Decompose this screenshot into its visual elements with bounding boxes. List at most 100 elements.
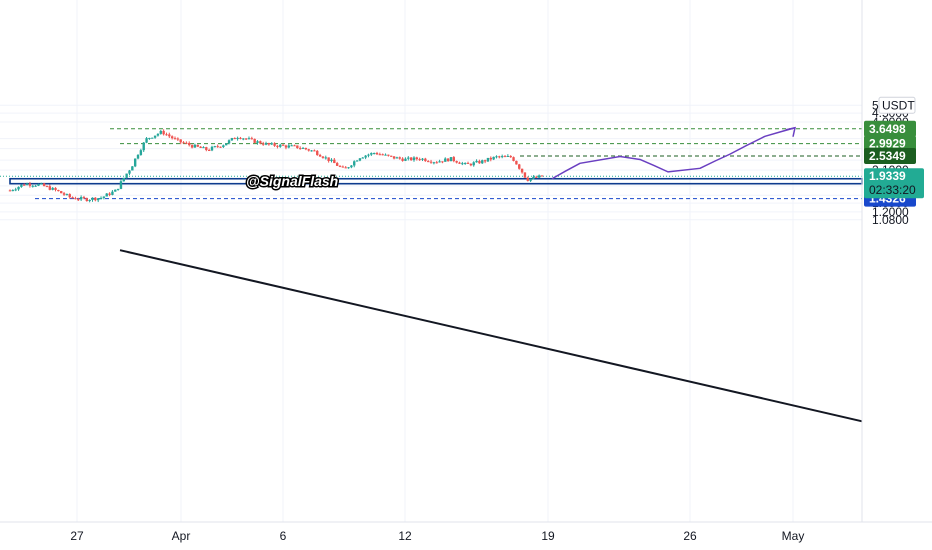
candle-body — [99, 197, 103, 199]
candle-body — [270, 143, 273, 145]
candle-body — [401, 158, 404, 161]
candle-body — [136, 154, 140, 159]
candle-body — [333, 159, 336, 164]
candle-body — [119, 181, 123, 189]
candle-body — [173, 138, 177, 140]
trendline[interactable] — [119, 249, 863, 423]
candle-body — [301, 147, 305, 149]
candle-body — [170, 136, 174, 139]
candle-body — [273, 143, 276, 146]
candle-body — [276, 145, 279, 147]
candle-body — [489, 157, 492, 160]
candle-body — [409, 157, 413, 161]
candles — [8, 129, 544, 203]
last-price-countdown: 02:33:20 — [869, 183, 916, 197]
candle-body — [492, 156, 495, 160]
candle-body — [279, 144, 282, 147]
candle-body — [429, 161, 433, 163]
last-price-tag-text: 1.9339 — [869, 169, 906, 183]
candle-body — [478, 160, 481, 164]
candle-body — [293, 145, 296, 147]
candle-body — [111, 191, 114, 195]
candle-body — [185, 142, 188, 144]
candle-body — [378, 154, 382, 156]
candle-body — [256, 141, 259, 143]
candle-body — [179, 139, 182, 143]
candle-body — [372, 153, 376, 155]
candle-body — [227, 140, 231, 144]
candle-body — [361, 157, 364, 159]
candle-body — [415, 157, 419, 160]
candle-body — [364, 155, 367, 158]
candle-body — [11, 190, 15, 192]
candle-body — [168, 134, 171, 137]
candle-body — [310, 150, 313, 152]
candle-body — [398, 157, 401, 159]
candle-body — [60, 191, 63, 194]
candle-body — [153, 135, 157, 138]
candle-body — [432, 162, 436, 164]
x-tick-label: 26 — [683, 529, 697, 543]
candle-body — [506, 155, 510, 157]
candle-body — [250, 138, 254, 140]
candle-body — [392, 156, 396, 159]
candle-body — [71, 197, 74, 199]
candle-body — [455, 161, 458, 163]
candle-body — [427, 161, 430, 163]
candle-body — [85, 198, 89, 202]
candle-body — [421, 158, 424, 160]
candle-body — [219, 146, 222, 148]
candle-body — [540, 175, 544, 177]
x-tick-label: 19 — [541, 529, 555, 543]
y-tick-label: 5 — [872, 98, 879, 112]
candle-body — [515, 160, 518, 165]
candle-body — [193, 144, 197, 148]
candle-body — [498, 156, 501, 158]
candle-body — [225, 143, 228, 146]
candle-body — [483, 160, 487, 162]
candle-body — [350, 165, 353, 168]
candle-body — [387, 154, 390, 156]
candle-body — [520, 168, 524, 173]
candle-body — [14, 189, 17, 191]
candle-body — [34, 185, 37, 187]
price-level-tag-text: 2.5349 — [869, 149, 906, 163]
candle-body — [341, 166, 345, 168]
candle-body — [230, 138, 234, 141]
candle-body — [102, 196, 106, 198]
candle-body — [529, 178, 532, 181]
trendline-line[interactable] — [119, 249, 863, 423]
candle-body — [23, 184, 26, 186]
candle-body — [28, 183, 32, 186]
price-level-tag — [864, 120, 916, 137]
candle-body — [139, 150, 143, 155]
candle-body — [94, 197, 97, 201]
candle-body — [148, 137, 151, 139]
candle-body — [116, 188, 120, 190]
candle-body — [344, 167, 347, 169]
candle-body — [156, 133, 160, 136]
candle-body — [461, 163, 464, 165]
y-tick-label: 1.2000 — [872, 205, 909, 219]
projection-curve[interactable] — [551, 127, 796, 180]
candle-body — [458, 162, 461, 164]
candle-body — [151, 137, 154, 139]
projection-arrow[interactable] — [551, 126, 796, 180]
candle-body — [503, 156, 507, 158]
candle-body — [247, 138, 251, 140]
price-level-tag-text: 3.6498 — [869, 122, 906, 136]
price-level-tag — [864, 135, 916, 152]
candle-body — [469, 163, 473, 166]
candle-body — [523, 172, 527, 178]
last-price-tag — [864, 168, 924, 199]
x-tick-label: May — [782, 529, 805, 543]
time-axis[interactable]: 27 Apr 6 12 19 26 May — [70, 529, 804, 543]
candle-body — [407, 157, 410, 159]
candle-body — [244, 138, 248, 140]
currency-tag[interactable]: USDT — [878, 96, 916, 114]
candle-body — [162, 130, 165, 135]
candle-body — [267, 143, 271, 145]
candle-body — [242, 138, 245, 140]
